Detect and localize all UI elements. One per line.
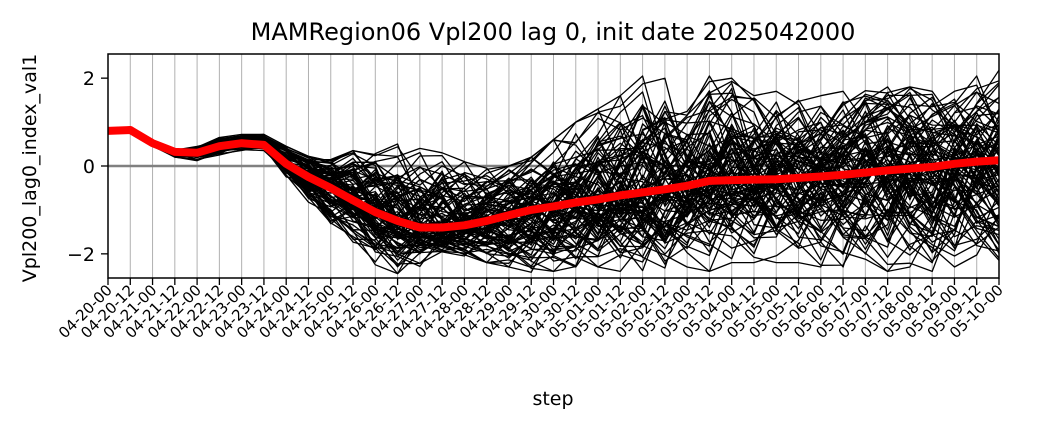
- y-tick-label: 0: [83, 156, 95, 178]
- x-axis-label: step: [532, 388, 573, 410]
- y-axis-label: Vpl200_lag0_index_val1: [19, 54, 41, 282]
- ensemble-member-line: [107, 129, 1000, 262]
- ensemble-member-line: [107, 100, 1000, 232]
- ensemble-mean-series: [107, 126, 1000, 232]
- ensemble-member-line: [107, 112, 1000, 254]
- y-axis-ticks: 2 0 −2: [67, 68, 108, 266]
- chart-title: MAMRegion06 Vpl200 lag 0, init date 2025…: [251, 18, 856, 46]
- ensemble-member-line: [107, 75, 1000, 234]
- y-tick-label: −2: [67, 244, 95, 266]
- y-tick-label: 2: [83, 68, 95, 90]
- mean-line: [107, 126, 1000, 232]
- x-axis-ticks: 04-20-0004-20-1204-21-0004-21-1204-22-00…: [55, 278, 1007, 342]
